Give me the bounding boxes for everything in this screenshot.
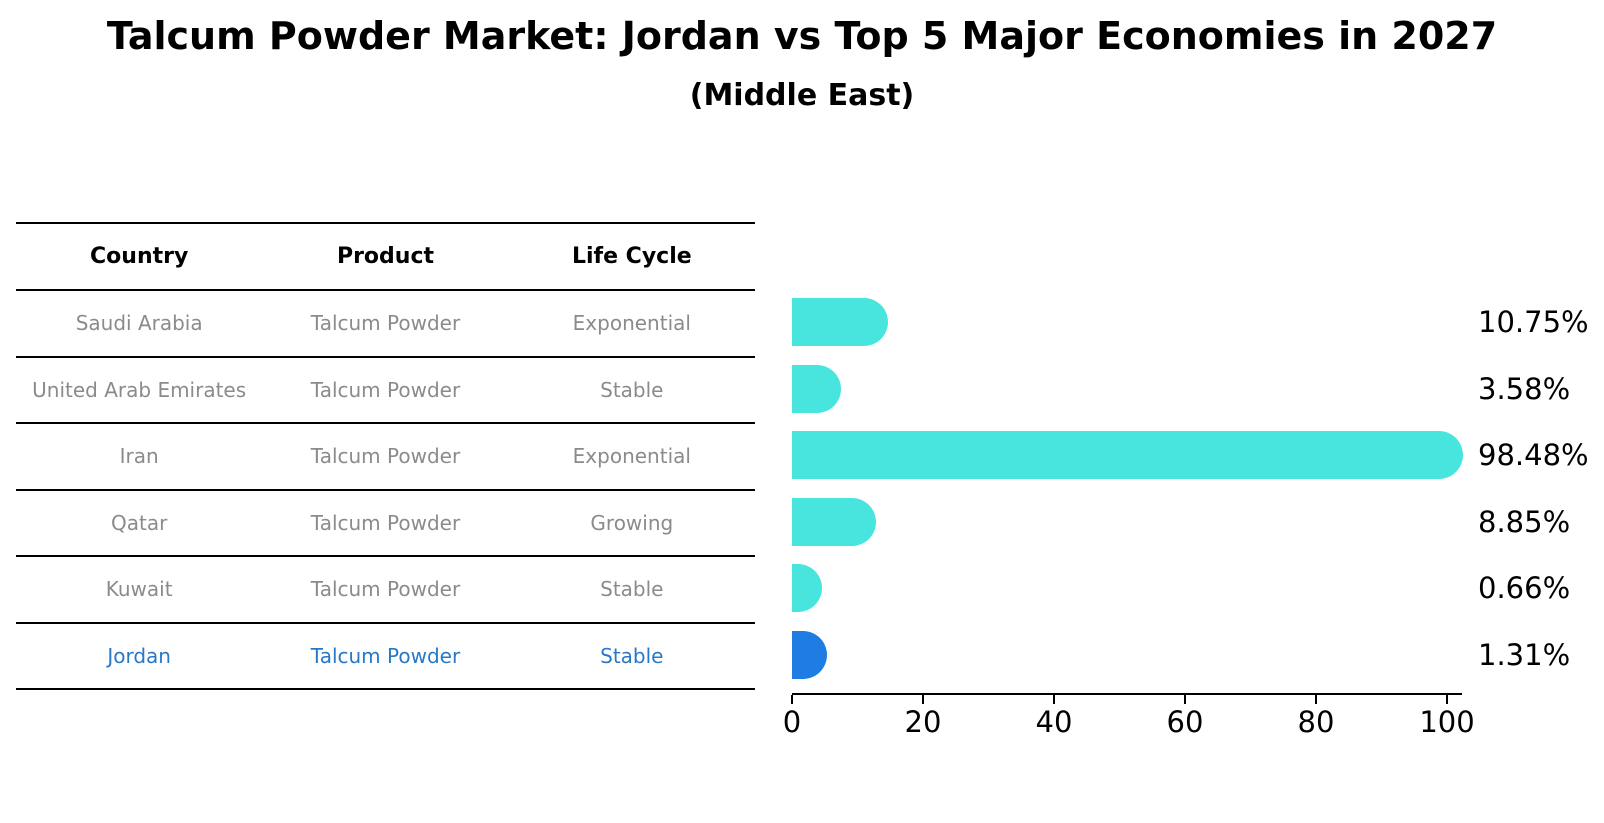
table-row: Kuwait Talcum Powder Stable [16, 555, 755, 622]
country-cell: Qatar [111, 510, 168, 535]
x-axis-tick [1446, 695, 1448, 704]
value-label: 10.75% [1478, 305, 1589, 339]
bar-united-arab-emirates [792, 364, 842, 413]
life-cycle-cell: Exponential [572, 444, 691, 469]
chart-title: Talcum Powder Market: Jordan vs Top 5 Ma… [106, 14, 1498, 58]
x-axis-line [792, 693, 1462, 695]
value-label: 3.58% [1478, 371, 1571, 406]
x-axis-tick-label: 60 [1166, 705, 1204, 739]
table-row: United Arab Emirates Talcum Powder Stabl… [16, 355, 755, 423]
bar-jordan [792, 630, 827, 679]
x-axis-tick-label: 100 [1419, 705, 1475, 739]
chart-subtitle: (Middle East) [689, 78, 915, 113]
life-cycle-cell: Stable [600, 643, 664, 668]
value-label: 98.48% [1478, 438, 1589, 472]
life-cycle-cell: Exponential [572, 311, 691, 336]
product-cell: Talcum Powder [310, 643, 461, 668]
column-header-life-cycle: Life Cycle [571, 244, 692, 269]
country-table: Country Product Life Cycle Saudi Arabia … [16, 222, 755, 690]
bar-qatar [792, 497, 876, 546]
x-axis-tick [1184, 695, 1186, 704]
x-axis-tick [922, 695, 924, 704]
x-axis-tick [791, 695, 793, 704]
table-row: Qatar Talcum Powder Growing [16, 488, 755, 556]
table-row: Saudi Arabia Talcum Powder Exponential [16, 289, 755, 356]
x-axis-tick-label: 40 [1035, 705, 1073, 739]
product-cell: Talcum Powder [310, 577, 461, 602]
x-axis-tick [1053, 695, 1055, 704]
bar-iran [792, 431, 1464, 479]
product-cell: Talcum Powder [310, 444, 461, 469]
x-axis-tick-label: 20 [904, 705, 942, 739]
country-cell: Jordan [107, 643, 171, 668]
life-cycle-cell: Stable [600, 577, 664, 602]
table-row-jordan: Jordan Talcum Powder Stable [16, 621, 755, 689]
table-header-row: Country Product Life Cycle [16, 222, 755, 289]
life-cycle-cell: Growing [590, 510, 674, 535]
value-label: 0.66% [1478, 571, 1571, 605]
bar-saudi-arabia [792, 298, 889, 346]
x-axis-tick-label: 0 [782, 705, 802, 739]
bar-kuwait [792, 564, 823, 612]
column-header-country: Country [90, 244, 189, 269]
product-cell: Talcum Powder [310, 311, 461, 336]
country-cell: Kuwait [105, 577, 173, 602]
product-cell: Talcum Powder [310, 377, 461, 402]
life-cycle-cell: Stable [600, 377, 664, 402]
value-label: 8.85% [1478, 504, 1571, 539]
x-axis-tick [1315, 695, 1317, 704]
country-cell: Iran [119, 444, 159, 469]
value-label: 1.31% [1478, 637, 1571, 672]
country-cell: United Arab Emirates [32, 377, 247, 402]
product-cell: Talcum Powder [310, 510, 461, 535]
column-header-product: Product [336, 244, 435, 269]
table-row: Iran Talcum Powder Exponential [16, 422, 755, 489]
country-cell: Saudi Arabia [75, 311, 203, 336]
x-axis-tick-label: 80 [1297, 705, 1335, 739]
